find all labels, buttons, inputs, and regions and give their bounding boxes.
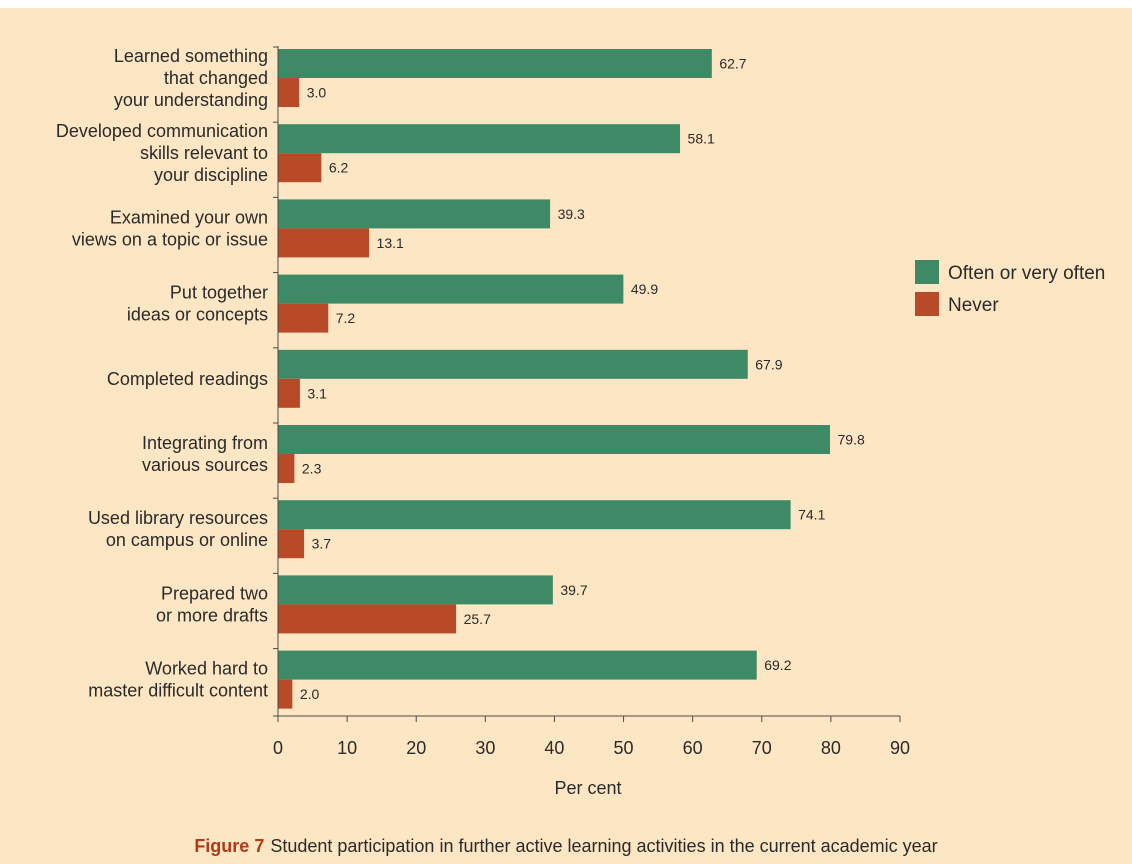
bar-often <box>278 425 831 454</box>
category-label: or more drafts <box>156 605 268 625</box>
data-label: 13.1 <box>377 235 404 251</box>
category-label: your understanding <box>114 90 268 110</box>
category-label: Examined your own <box>110 207 268 227</box>
data-label: 62.7 <box>719 56 746 72</box>
x-tick-label: 20 <box>406 738 426 758</box>
category-label: ideas or concepts <box>127 305 268 325</box>
x-tick-label: 70 <box>752 738 772 758</box>
bar-never <box>278 78 300 107</box>
bar-often <box>278 575 553 605</box>
data-label: 3.7 <box>312 536 332 552</box>
figure-caption-text: Student participation in further active … <box>270 836 938 856</box>
category-label: Developed communication <box>56 121 268 141</box>
bar-often <box>278 500 791 530</box>
data-label: 39.3 <box>558 206 585 222</box>
data-label: 3.1 <box>307 385 327 401</box>
data-label: 3.0 <box>307 85 327 101</box>
bar-never <box>278 153 322 183</box>
legend-swatch <box>915 292 939 316</box>
chart-panel: 0 10 20 30 40 50 60 70 80 90 Per cent Learned somet… <box>0 8 1132 864</box>
bar-often <box>278 199 551 229</box>
bar-often <box>278 650 757 680</box>
bar-never <box>278 303 329 333</box>
data-label: 67.9 <box>755 356 782 372</box>
bar-often <box>278 274 624 304</box>
data-label: 6.2 <box>329 160 349 176</box>
category-label: your discipline <box>154 165 268 185</box>
category-label: Prepared two <box>161 583 268 603</box>
data-label: 74.1 <box>798 507 825 523</box>
category-label: views on a topic or issue <box>72 229 268 249</box>
data-label: 69.2 <box>764 657 791 673</box>
category-label: master difficult content <box>88 681 268 701</box>
figure-caption: Figure 7 Student participation in further… <box>0 836 1132 857</box>
category-label: Used library resources <box>88 508 268 528</box>
bar-often <box>278 349 748 379</box>
bar-often <box>278 49 712 78</box>
category-label: various sources <box>142 455 268 475</box>
category-label: that changed <box>164 68 268 88</box>
data-label: 39.7 <box>560 582 587 598</box>
x-tick-label: 30 <box>475 738 495 758</box>
x-tick-label: 90 <box>890 738 910 758</box>
x-tick-label: 10 <box>337 738 357 758</box>
category-label: Integrating from <box>142 433 268 453</box>
x-tick-label: 50 <box>614 738 634 758</box>
legend-swatch <box>915 260 939 284</box>
data-label: 2.0 <box>300 686 320 702</box>
category-label: Put together <box>170 283 268 303</box>
legend-label: Often or very often <box>948 263 1105 284</box>
bar-never <box>278 228 370 258</box>
category-label: on campus or online <box>106 530 268 550</box>
data-label: 49.9 <box>631 281 658 297</box>
figure-number: Figure 7 <box>194 836 265 856</box>
x-tick-label: 60 <box>683 738 703 758</box>
bar-never <box>278 604 457 634</box>
bar-never <box>278 679 293 709</box>
bar-never <box>278 529 305 559</box>
data-label: 7.2 <box>336 310 356 326</box>
x-axis-title: Per cent <box>554 778 621 798</box>
category-label: skills relevant to <box>140 143 268 163</box>
bar-never <box>278 378 300 408</box>
data-label: 79.8 <box>838 432 865 448</box>
x-tick-label: 40 <box>544 738 564 758</box>
x-tick-label: 80 <box>821 738 841 758</box>
category-label: Worked hard to <box>145 659 268 679</box>
category-label: Completed readings <box>107 369 268 389</box>
data-label: 25.7 <box>464 611 491 627</box>
bar-often <box>278 124 681 154</box>
data-label: 2.3 <box>302 461 322 477</box>
bar-never <box>278 454 295 483</box>
category-label: Learned something <box>114 46 268 66</box>
legend-label: Never <box>948 295 999 316</box>
bar-chart: 0 10 20 30 40 50 60 70 80 90 Per cent Learned somet… <box>56 46 1105 798</box>
x-tick-label: 0 <box>273 738 283 758</box>
data-label: 58.1 <box>688 131 715 147</box>
